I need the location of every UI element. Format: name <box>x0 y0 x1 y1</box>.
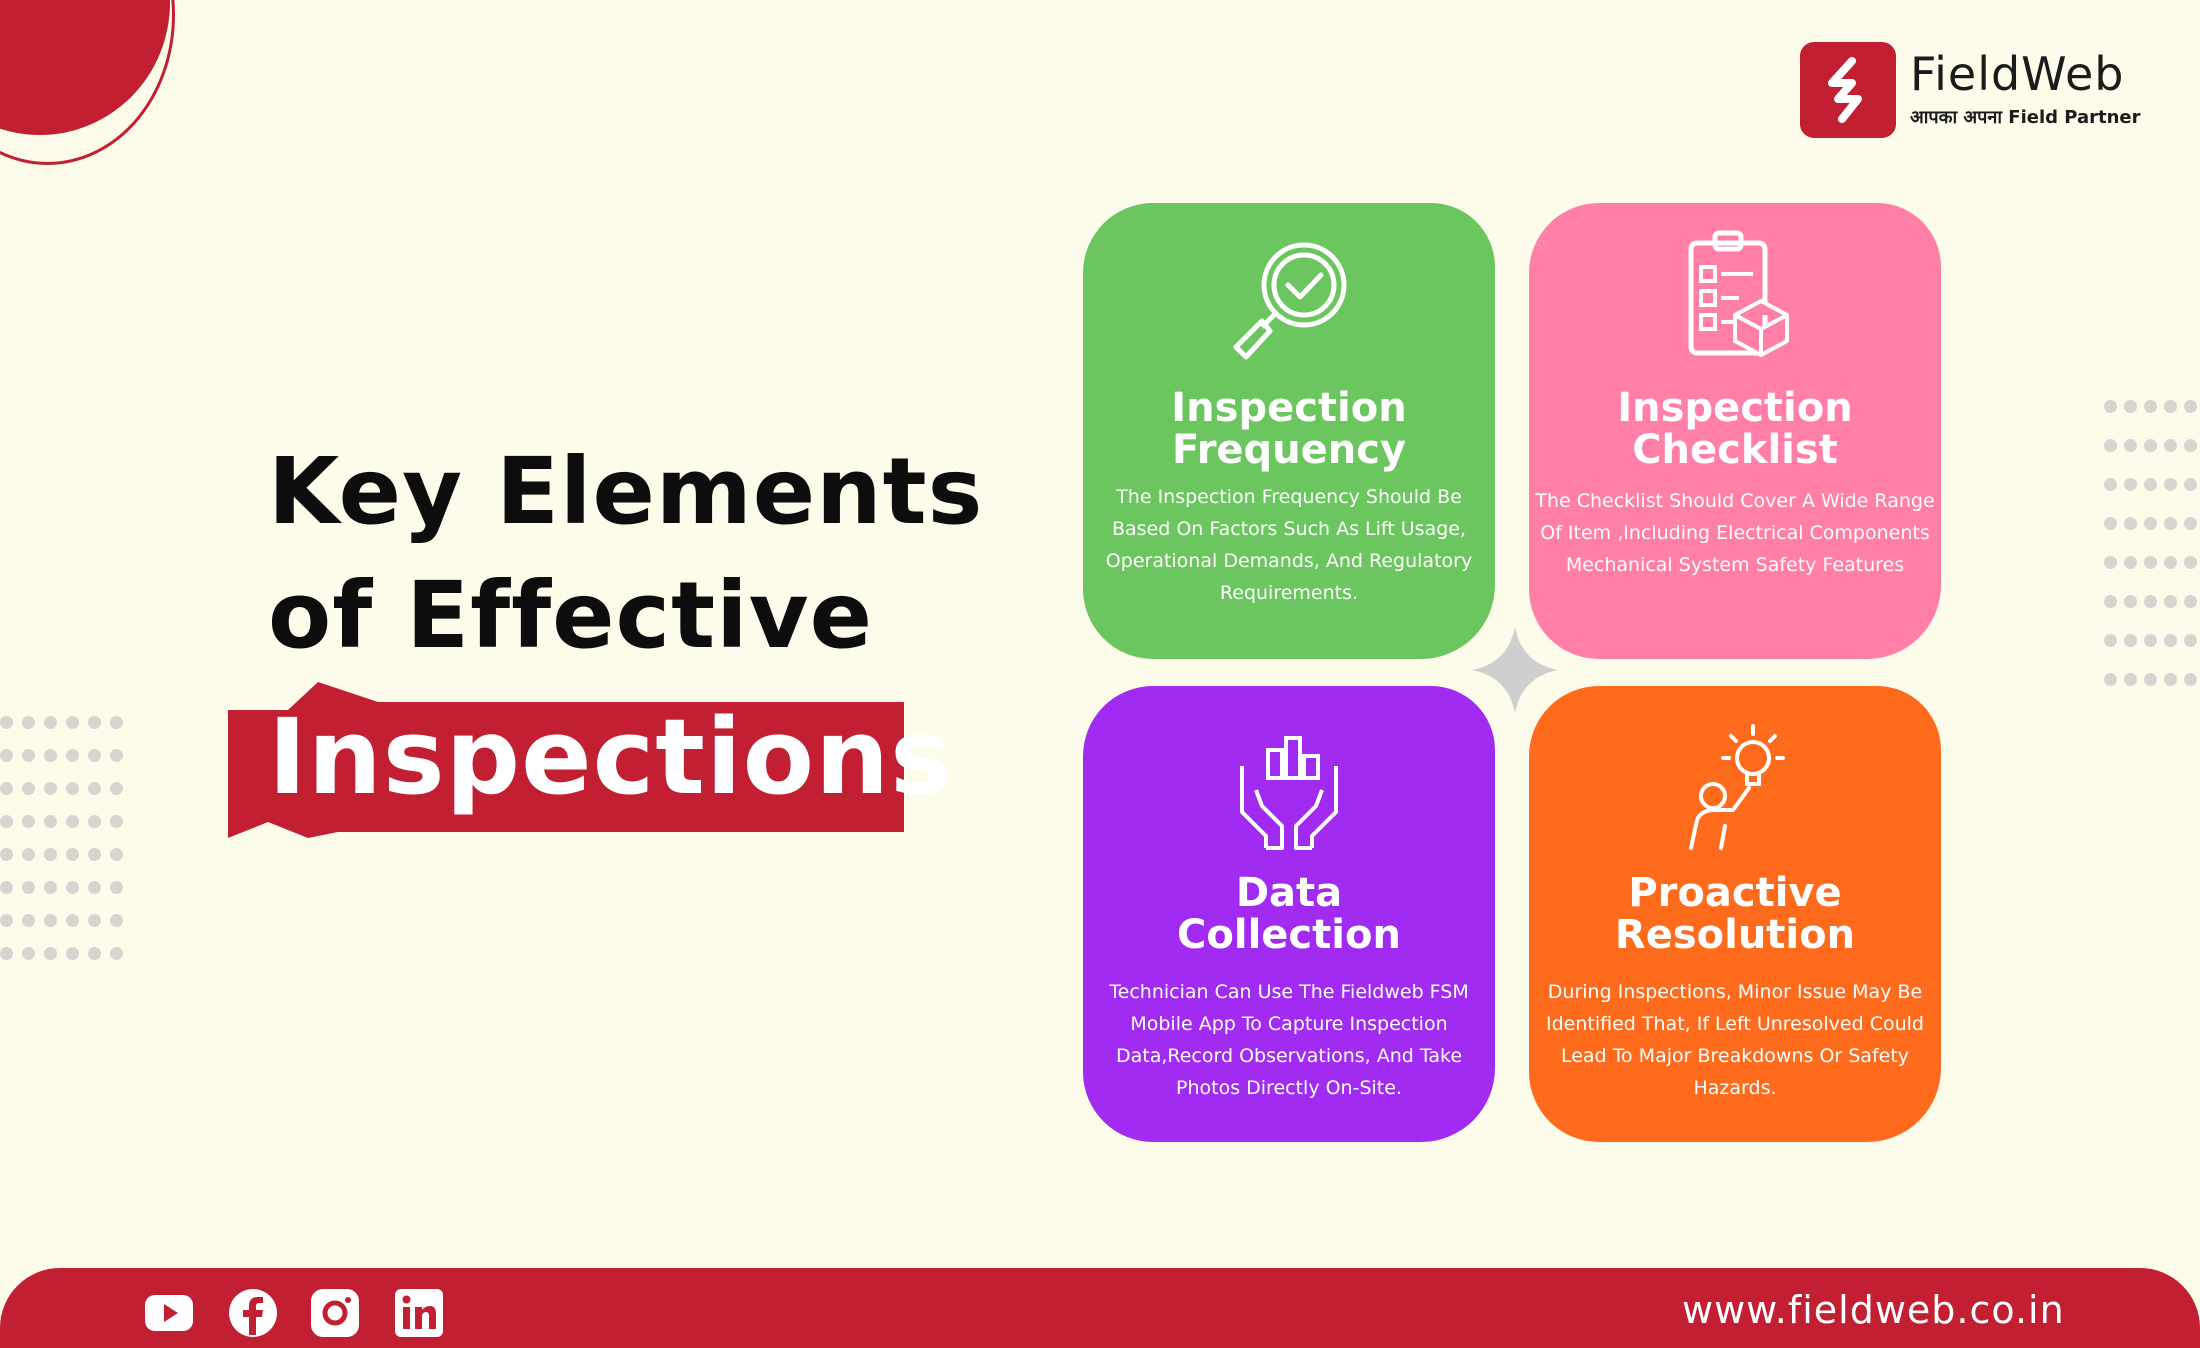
facebook-icon[interactable] <box>227 1287 279 1339</box>
headline-line-1: Key Elements <box>268 438 984 545</box>
card-title: Proactive Resolution <box>1614 870 1856 958</box>
card-title: Inspection Checklist <box>1617 385 1853 473</box>
brand-name: FieldWeb <box>1910 47 2125 101</box>
headline-highlight: Inspections <box>228 682 952 838</box>
decorative-dot-grid-left <box>0 716 132 960</box>
card-proactive-resolution: Proactive Resolution During Inspections, … <box>1529 686 1941 1142</box>
page-headline: Key Elements of Effective <box>268 430 983 678</box>
sparkle-icon <box>1472 627 1558 713</box>
hands-data-icon <box>1240 736 1338 850</box>
headline-line-2: of Effective <box>268 562 873 670</box>
card-inspection-checklist: Inspection Checklist The Checklist Should… <box>1529 203 1941 659</box>
linkedin-icon[interactable] <box>393 1287 445 1339</box>
card-body: The Inspection Frequency Should Be Based… <box>1105 486 1473 604</box>
card-body: Technician Can Use The Fieldweb FSM Mobi… <box>1109 981 1469 1099</box>
decorative-ring <box>0 0 175 165</box>
card-body: During Inspections, Minor Issue May Be I… <box>1546 981 1924 1099</box>
fieldweb-logo-icon <box>1800 42 1896 138</box>
website-link[interactable]: www.fieldweb.co.in <box>1682 1288 2065 1332</box>
card-title: Data Collection <box>1177 870 1401 958</box>
card-inspection-frequency: Inspection Frequency The Inspection Frequ… <box>1083 203 1495 659</box>
fieldweb-logo[interactable]: FieldWeb आपका अपना Field Partner <box>1800 42 2141 138</box>
card-data-collection: Data Collection Technician Can Use The Fi… <box>1083 686 1495 1142</box>
instagram-icon[interactable] <box>309 1287 361 1339</box>
footer-bar <box>0 1268 2200 1348</box>
headline-highlight-text: Inspections <box>268 696 954 818</box>
youtube-icon[interactable] <box>143 1287 195 1339</box>
highlight-banner-shape <box>228 682 904 838</box>
card-title: Inspection Frequency <box>1171 385 1407 473</box>
clipboard-checklist-icon <box>1688 230 1789 357</box>
decorative-dot-grid-right <box>2104 400 2200 686</box>
person-lightbulb-icon <box>1689 724 1785 850</box>
magnifier-check-icon <box>1233 242 1347 360</box>
brand-tagline: आपका अपना Field Partner <box>1910 107 2141 128</box>
card-body: The Checklist Should Cover A Wide Range … <box>1535 490 1935 576</box>
